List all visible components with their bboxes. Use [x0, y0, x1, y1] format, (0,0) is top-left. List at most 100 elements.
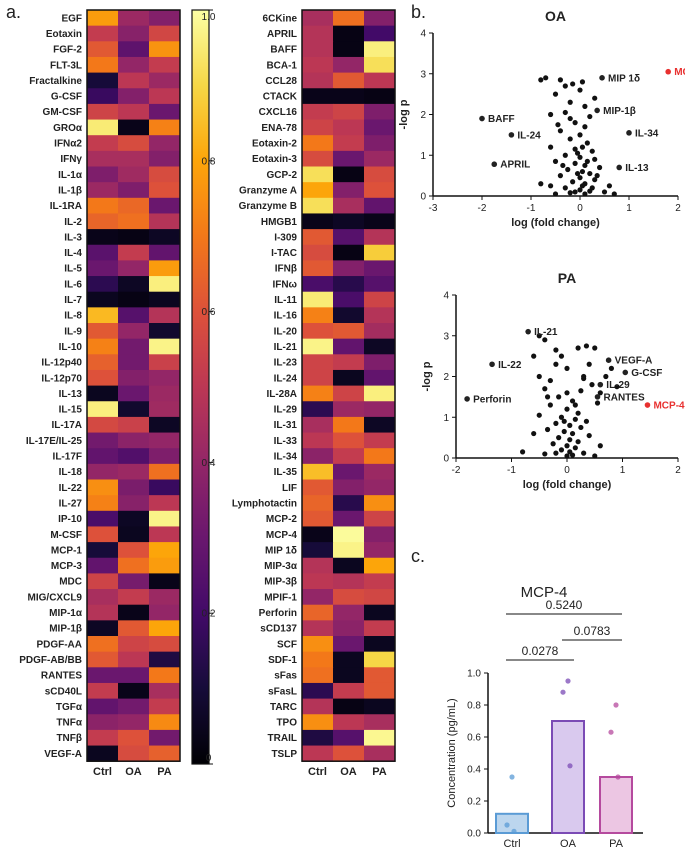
heatmap-cell — [87, 25, 119, 42]
heatmap-cell — [302, 119, 334, 136]
heatmap-cell — [302, 416, 334, 434]
heatmap-cell — [118, 166, 150, 183]
heatmap-cell — [118, 463, 150, 480]
heatmap-cell — [302, 276, 334, 293]
heatmap-cell — [87, 745, 119, 762]
heatmap-row-label: sFasL — [268, 686, 297, 697]
point-label: IL-34 — [635, 128, 659, 139]
data-point — [558, 447, 565, 453]
x-tick-label: PA — [609, 838, 624, 850]
colorbar: 0 0.2 0.4 0.6 0.8 1.0 — [191, 9, 216, 765]
data-point — [542, 386, 548, 392]
data-point — [572, 189, 578, 195]
heatmap-cell — [87, 56, 119, 74]
heatmap-row-label: IL-3 — [64, 232, 82, 243]
heatmap-cell — [364, 307, 396, 324]
heatmap-row-label: HMGB1 — [261, 217, 298, 228]
panel-label-c: c. — [411, 546, 425, 566]
data-point — [564, 390, 570, 396]
heatmap-cell — [87, 103, 119, 121]
heatmap-cell — [302, 103, 334, 121]
data-point — [542, 337, 548, 343]
heatmap-cell — [149, 72, 181, 89]
heatmap-cell — [333, 714, 365, 731]
heatmap-column-label: PA — [157, 766, 172, 778]
data-point — [564, 453, 570, 459]
heatmap-cell — [149, 604, 181, 621]
heatmap-cell — [302, 197, 334, 214]
heatmap-cell — [149, 385, 181, 402]
heatmap-cell — [302, 260, 334, 277]
data-point — [578, 388, 584, 394]
data-point — [581, 373, 587, 380]
data-point — [608, 365, 615, 371]
heatmap-cell — [333, 323, 365, 340]
heatmap-cell — [118, 729, 150, 747]
heatmap-cell — [87, 714, 119, 731]
colorbar-bar — [191, 9, 210, 765]
heatmap-cell — [118, 667, 150, 684]
labeled-point — [525, 328, 531, 335]
heatmap-row-label: IL-34 — [274, 452, 298, 463]
heatmap-cell — [364, 463, 396, 480]
y-tick-label: 3 — [420, 69, 426, 80]
data-point — [572, 402, 578, 408]
heatmap-row-label: MIP-1β — [49, 624, 82, 635]
heatmap-cell — [333, 526, 365, 543]
heatmap-column-label: PA — [372, 766, 387, 778]
data-point — [542, 451, 548, 457]
heatmap-row-label: MIP-3α — [264, 561, 298, 572]
data-point — [543, 75, 549, 81]
heatmap-row-label: IL-31 — [274, 420, 298, 431]
heatmap-cell — [364, 416, 396, 434]
data-point — [544, 394, 551, 400]
heatmap-cell — [149, 401, 181, 418]
heatmap-cell — [364, 88, 396, 105]
data-point — [578, 424, 584, 431]
panel-label-a: a. — [6, 2, 21, 22]
labeled-point — [489, 361, 495, 368]
data-point — [589, 382, 595, 388]
heatmap-cell — [302, 510, 334, 527]
y-tick-label: 4 — [443, 291, 449, 302]
heatmap-cell — [149, 745, 181, 762]
data-point — [558, 414, 565, 420]
heatmap-cell — [364, 56, 396, 74]
data-point — [589, 185, 595, 191]
heatmap-cell — [149, 10, 181, 27]
heatmap-row-label: Granzyme B — [239, 201, 297, 212]
heatmap-cell — [118, 291, 150, 308]
point-label: MCP-4 — [674, 67, 685, 78]
heatmap-row-label: Fractalkine — [29, 76, 82, 87]
heatmap-cell — [364, 729, 396, 747]
heatmap-cell — [87, 150, 119, 167]
heatmap-row-label: sFas — [274, 671, 297, 682]
heatmap-cell — [333, 745, 365, 762]
heatmap-row-label: PDGF-AA — [36, 639, 82, 650]
heatmap-row-label: MCP-1 — [51, 545, 83, 556]
x-tick-label: Ctrl — [503, 838, 520, 850]
data-point — [597, 164, 603, 171]
data-point — [548, 144, 554, 150]
heatmap-cell — [364, 479, 396, 496]
y-tick-label: 3 — [443, 331, 449, 342]
heatmap-cell — [87, 88, 119, 105]
heatmap-cell — [149, 698, 181, 715]
data-point — [553, 450, 559, 456]
heatmap-cell — [149, 338, 181, 355]
heatmap-cell — [118, 103, 150, 121]
data-point — [561, 418, 567, 424]
volcano-oa: OA -3 -2 -1 0 1 2 0 1 2 3 4 log (fold change) -log p M… — [398, 8, 685, 229]
heatmap-row-label: CXCL16 — [259, 107, 298, 118]
heatmap-row-label: MCP-3 — [51, 561, 83, 572]
data-point — [564, 406, 570, 412]
heatmap-row-label: FGF-2 — [53, 45, 82, 56]
data-point — [567, 136, 573, 142]
heatmap-cell — [302, 307, 334, 324]
heatmap-cell — [302, 338, 334, 355]
heatmap-cell — [87, 166, 119, 183]
heatmap-cell — [302, 495, 334, 512]
data-point — [589, 148, 595, 154]
heatmap-cell — [364, 682, 396, 700]
heatmap-row-label: IL-16 — [274, 311, 298, 322]
